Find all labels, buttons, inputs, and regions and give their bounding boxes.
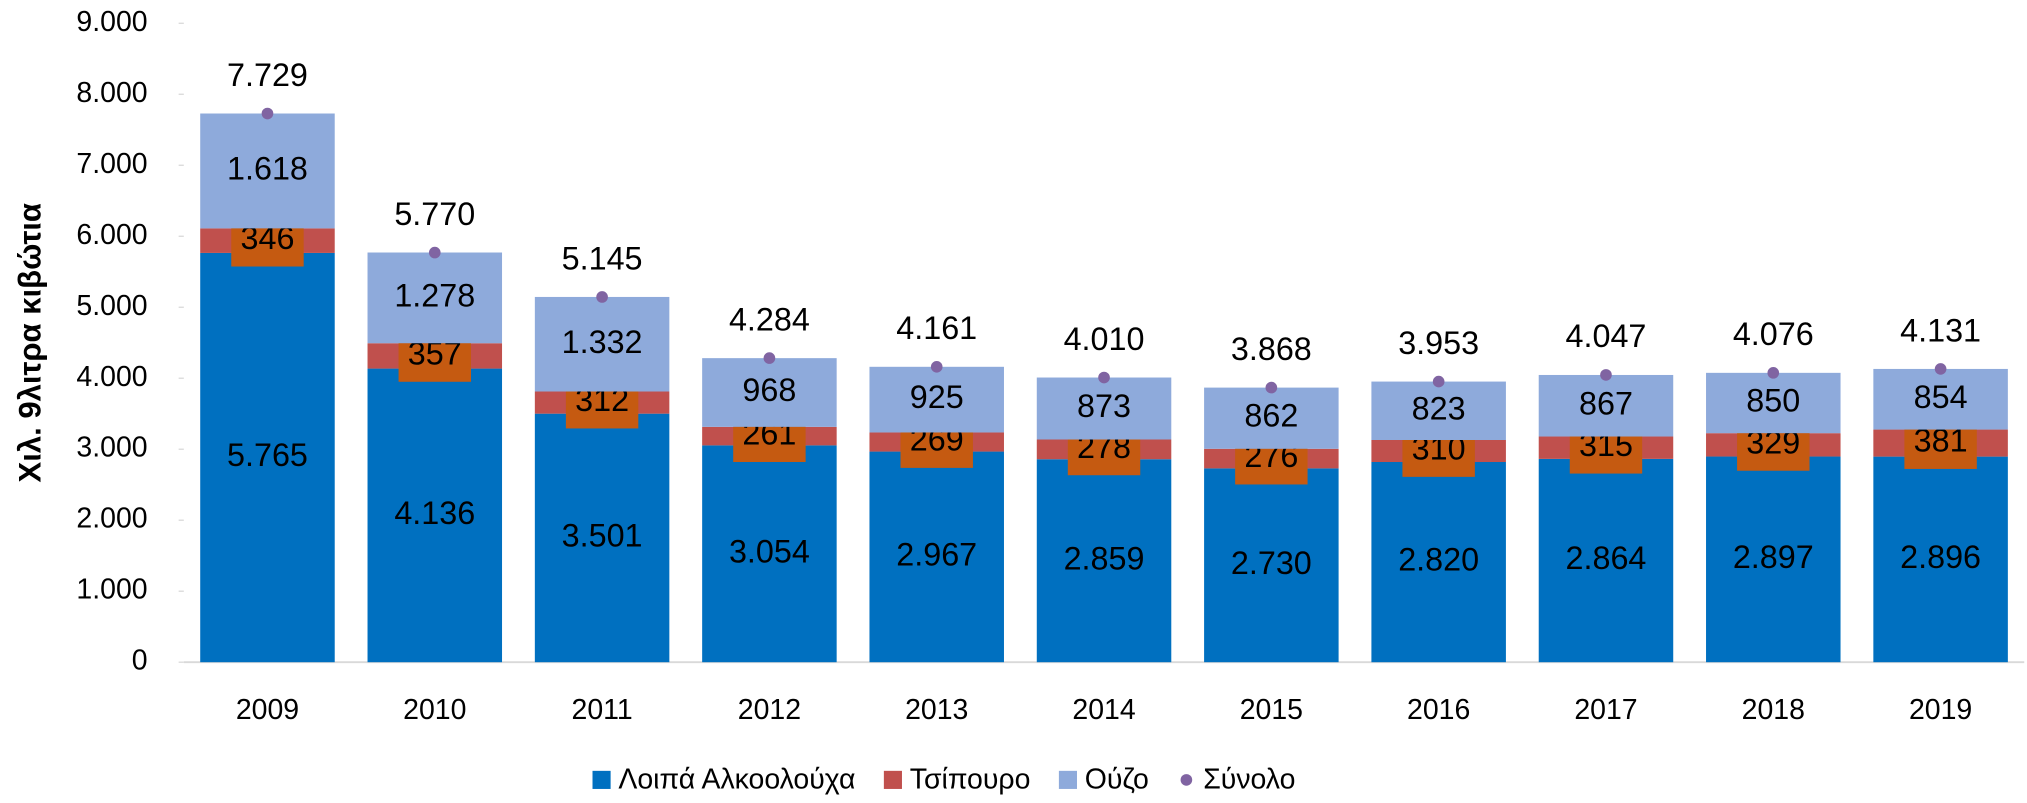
legend-label: Σύνολο bbox=[1203, 764, 1295, 796]
bar-segment bbox=[534, 296, 670, 392]
bar-segment bbox=[1371, 381, 1506, 440]
data-label: 2.967 bbox=[896, 536, 977, 572]
total-dot bbox=[596, 291, 608, 303]
y-tick-label: 0 bbox=[132, 645, 148, 677]
data-label: 1.332 bbox=[562, 324, 643, 360]
x-tick-label: 2019 bbox=[1909, 694, 1972, 726]
bar-segment bbox=[1538, 458, 1674, 663]
data-label: 1.278 bbox=[394, 277, 475, 313]
data-label: 2.864 bbox=[1566, 540, 1647, 576]
total-dot bbox=[930, 360, 943, 373]
data-label: 3.501 bbox=[562, 517, 643, 553]
data-label: 873 bbox=[1077, 388, 1131, 424]
legend-marker bbox=[592, 770, 611, 789]
data-label: 5.145 bbox=[562, 240, 643, 276]
legend-label: Λοιπά Αλκοολούχα bbox=[618, 764, 855, 796]
bar-segment bbox=[534, 413, 670, 663]
y-tick-label: 6.000 bbox=[76, 219, 147, 251]
data-label: 3.953 bbox=[1398, 325, 1479, 361]
x-tick-label: 2015 bbox=[1240, 694, 1303, 726]
bar-segment bbox=[869, 366, 1004, 433]
y-tick-label: 1.000 bbox=[76, 574, 147, 606]
total-dot bbox=[763, 352, 776, 364]
bar-segment bbox=[869, 451, 1004, 663]
data-label: 862 bbox=[1244, 398, 1298, 434]
total-dot bbox=[1934, 363, 1947, 375]
bar-segment bbox=[1706, 372, 1841, 434]
x-tick-label: 2012 bbox=[738, 694, 801, 726]
data-label: 5.765 bbox=[227, 437, 308, 473]
data-label: 4.047 bbox=[1566, 318, 1647, 354]
data-label: 867 bbox=[1579, 385, 1633, 421]
x-tick-label: 2014 bbox=[1072, 694, 1135, 726]
bar-segment bbox=[1371, 462, 1506, 663]
data-label: 7.729 bbox=[227, 57, 308, 93]
total-dot bbox=[1767, 367, 1780, 379]
total-dot bbox=[1098, 371, 1110, 384]
y-tick-label: 8.000 bbox=[76, 77, 147, 109]
data-label: 3.868 bbox=[1231, 331, 1312, 367]
total-dot bbox=[428, 246, 441, 259]
data-label: 2.820 bbox=[1398, 542, 1479, 578]
y-tick-label: 3.000 bbox=[76, 432, 147, 464]
data-label: 5.770 bbox=[394, 196, 475, 232]
legend-label: Ούζο bbox=[1085, 764, 1149, 796]
total-dot bbox=[261, 107, 274, 120]
bar-segment bbox=[1706, 456, 1841, 663]
data-label: 823 bbox=[1412, 390, 1466, 426]
data-label: 925 bbox=[910, 379, 964, 415]
x-tick-label: 2010 bbox=[403, 694, 466, 726]
bar-segment bbox=[1036, 459, 1172, 663]
data-label: 2.896 bbox=[1900, 539, 1981, 575]
bar-segment bbox=[1204, 468, 1339, 663]
legend-marker bbox=[1180, 774, 1193, 786]
bar-segment bbox=[1036, 377, 1172, 440]
x-tick-label: 2011 bbox=[572, 694, 633, 726]
data-label: 4.161 bbox=[896, 310, 977, 346]
data-label: 2.859 bbox=[1064, 540, 1145, 576]
bar-segment bbox=[1538, 374, 1674, 437]
data-label: 2.730 bbox=[1231, 545, 1312, 581]
legend-label: Τσίπουρο bbox=[910, 764, 1031, 796]
x-tick-label: 2009 bbox=[236, 694, 299, 726]
data-label: 2.897 bbox=[1733, 539, 1814, 575]
bar-segment bbox=[702, 358, 837, 427]
y-tick-label: 7.000 bbox=[76, 148, 147, 180]
data-label: 3.054 bbox=[729, 533, 810, 569]
y-tick-label: 5.000 bbox=[76, 290, 147, 322]
x-tick-label: 2018 bbox=[1742, 694, 1805, 726]
bar-segment bbox=[367, 368, 503, 663]
x-tick-label: 2016 bbox=[1407, 694, 1470, 726]
data-label: 4.076 bbox=[1733, 316, 1814, 352]
data-label: 968 bbox=[742, 372, 796, 408]
bar-segment bbox=[702, 445, 837, 663]
bar-segment bbox=[367, 252, 503, 344]
data-label: 4.284 bbox=[729, 301, 810, 337]
total-dot bbox=[1600, 369, 1612, 381]
data-label: 4.136 bbox=[394, 495, 475, 531]
data-label: 850 bbox=[1746, 383, 1800, 419]
bar-segment bbox=[1873, 456, 2008, 663]
x-tick-label: 2017 bbox=[1574, 694, 1637, 726]
bar-segment bbox=[1873, 368, 2008, 430]
bar-segment bbox=[200, 252, 335, 663]
x-tick-label: 2013 bbox=[905, 694, 968, 726]
legend-marker bbox=[883, 770, 902, 789]
y-tick-label: 4.000 bbox=[76, 361, 147, 393]
total-dot bbox=[1265, 381, 1278, 394]
bar-segment bbox=[200, 113, 335, 229]
y-tick-label: 9.000 bbox=[76, 6, 147, 38]
data-label: 854 bbox=[1914, 379, 1968, 415]
y-axis-title: Χιλ. 9λιτρα κιβώτια bbox=[13, 203, 48, 482]
bar-segment bbox=[1204, 387, 1339, 449]
data-label: 1.618 bbox=[227, 150, 308, 186]
y-tick-label: 2.000 bbox=[76, 503, 147, 535]
legend-marker bbox=[1058, 770, 1077, 789]
total-dot bbox=[1432, 375, 1445, 388]
data-label: 4.131 bbox=[1900, 312, 1981, 348]
data-label: 4.010 bbox=[1064, 321, 1145, 357]
